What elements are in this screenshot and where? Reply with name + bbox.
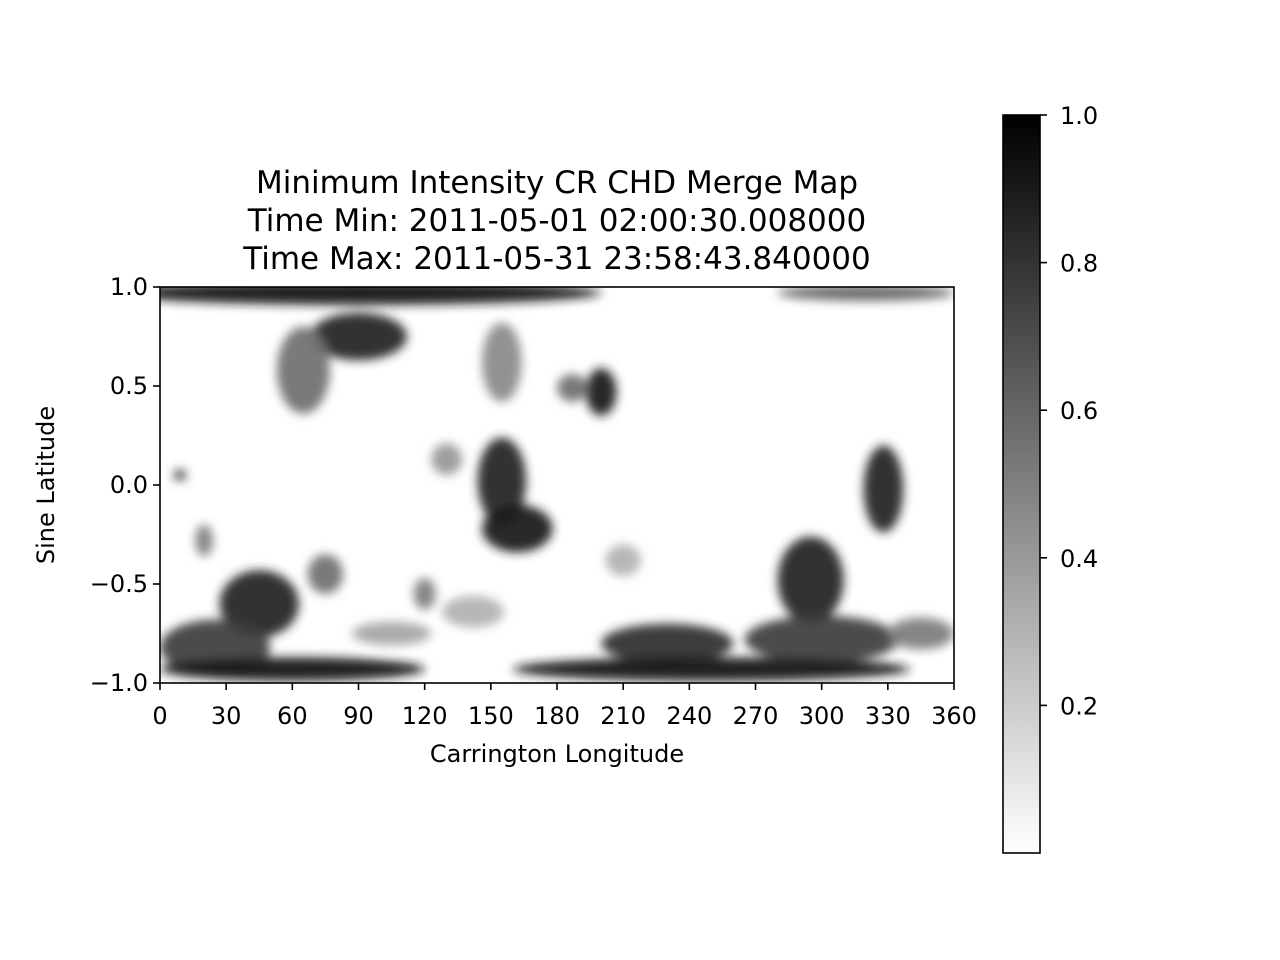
x-tick-label: 90 bbox=[343, 702, 374, 730]
heatmap-region bbox=[276, 326, 330, 414]
heatmap-region bbox=[482, 322, 522, 402]
heatmap-region bbox=[744, 615, 899, 664]
y-tick-label: −0.5 bbox=[90, 570, 148, 598]
heatmap-region bbox=[307, 554, 344, 594]
heatmap-region bbox=[777, 536, 844, 624]
heatmap-region bbox=[512, 657, 910, 682]
colorbar-tick-label: 0.8 bbox=[1060, 250, 1098, 278]
x-tick-label: 360 bbox=[931, 702, 977, 730]
x-tick-label: 240 bbox=[666, 702, 712, 730]
colorbar-tick-label: 0.2 bbox=[1060, 692, 1098, 720]
x-tick-label: 150 bbox=[468, 702, 514, 730]
heatmap bbox=[160, 287, 954, 682]
colorbar bbox=[1002, 114, 1041, 854]
y-tick-label: 0.5 bbox=[110, 372, 148, 400]
heatmap-region bbox=[887, 617, 954, 650]
heatmap-region bbox=[442, 595, 505, 628]
heatmap-region bbox=[219, 570, 299, 638]
chart-title-line-2: Time Min: 2011-05-01 02:00:30.008000 bbox=[247, 203, 866, 239]
heatmap-region bbox=[195, 524, 213, 557]
x-tick-label: 0 bbox=[152, 702, 167, 730]
colorbar-tick-label: 0.4 bbox=[1060, 545, 1098, 573]
y-axis-label: Sine Latitude bbox=[32, 406, 60, 564]
heatmap-region bbox=[863, 445, 904, 533]
colorbar-tick-label: 0.6 bbox=[1060, 397, 1098, 425]
x-axis-label: Carrington Longitude bbox=[430, 740, 684, 768]
heatmap-region bbox=[601, 623, 734, 664]
heatmap-region bbox=[431, 443, 463, 476]
y-tick-label: −1.0 bbox=[90, 669, 148, 697]
x-tick-label: 30 bbox=[211, 702, 242, 730]
colorbar-tick-label: 1.0 bbox=[1060, 102, 1098, 130]
colorbar-ticks: 0.2 0.4 0.6 0.8 1.0 bbox=[1040, 102, 1098, 720]
heatmap-region bbox=[557, 374, 588, 402]
y-axis-ticks: 1.0 0.5 0.0 −0.5 −1.0 bbox=[90, 273, 160, 697]
heatmap-region bbox=[173, 469, 187, 482]
y-tick-label: 1.0 bbox=[110, 273, 148, 301]
x-tick-label: 180 bbox=[534, 702, 580, 730]
chart-title-line-1: Minimum Intensity CR CHD Merge Map bbox=[256, 165, 858, 201]
x-tick-label: 270 bbox=[733, 702, 779, 730]
x-axis-ticks: 0 30 60 90 120 150 180 210 240 270 300 330 360 bbox=[152, 683, 977, 730]
x-tick-label: 120 bbox=[402, 702, 448, 730]
heatmap-region bbox=[477, 437, 527, 525]
heatmap-region bbox=[351, 621, 432, 646]
heatmap-region bbox=[309, 312, 408, 361]
y-tick-label: 0.0 bbox=[110, 471, 148, 499]
x-tick-label: 60 bbox=[277, 702, 308, 730]
heatmap-region bbox=[585, 368, 617, 416]
heatmap-region bbox=[777, 287, 954, 301]
heatmap-region bbox=[605, 544, 641, 577]
heatmap-region bbox=[413, 578, 436, 610]
chart-title-line-3: Time Max: 2011-05-31 23:58:43.840000 bbox=[242, 241, 871, 277]
x-tick-label: 330 bbox=[865, 702, 911, 730]
heatmap-region bbox=[160, 287, 602, 305]
x-tick-label: 300 bbox=[799, 702, 845, 730]
heatmap-region bbox=[160, 657, 425, 682]
heatmap-region bbox=[482, 504, 553, 553]
x-tick-label: 210 bbox=[600, 702, 646, 730]
